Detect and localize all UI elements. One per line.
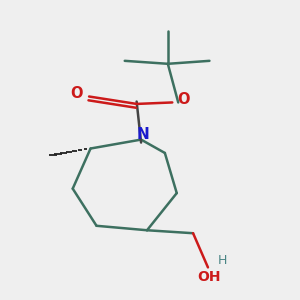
Text: N: N [136,127,149,142]
Text: O: O [177,92,190,107]
Text: OH: OH [198,270,221,284]
Text: O: O [70,86,83,101]
Text: H: H [218,254,227,267]
